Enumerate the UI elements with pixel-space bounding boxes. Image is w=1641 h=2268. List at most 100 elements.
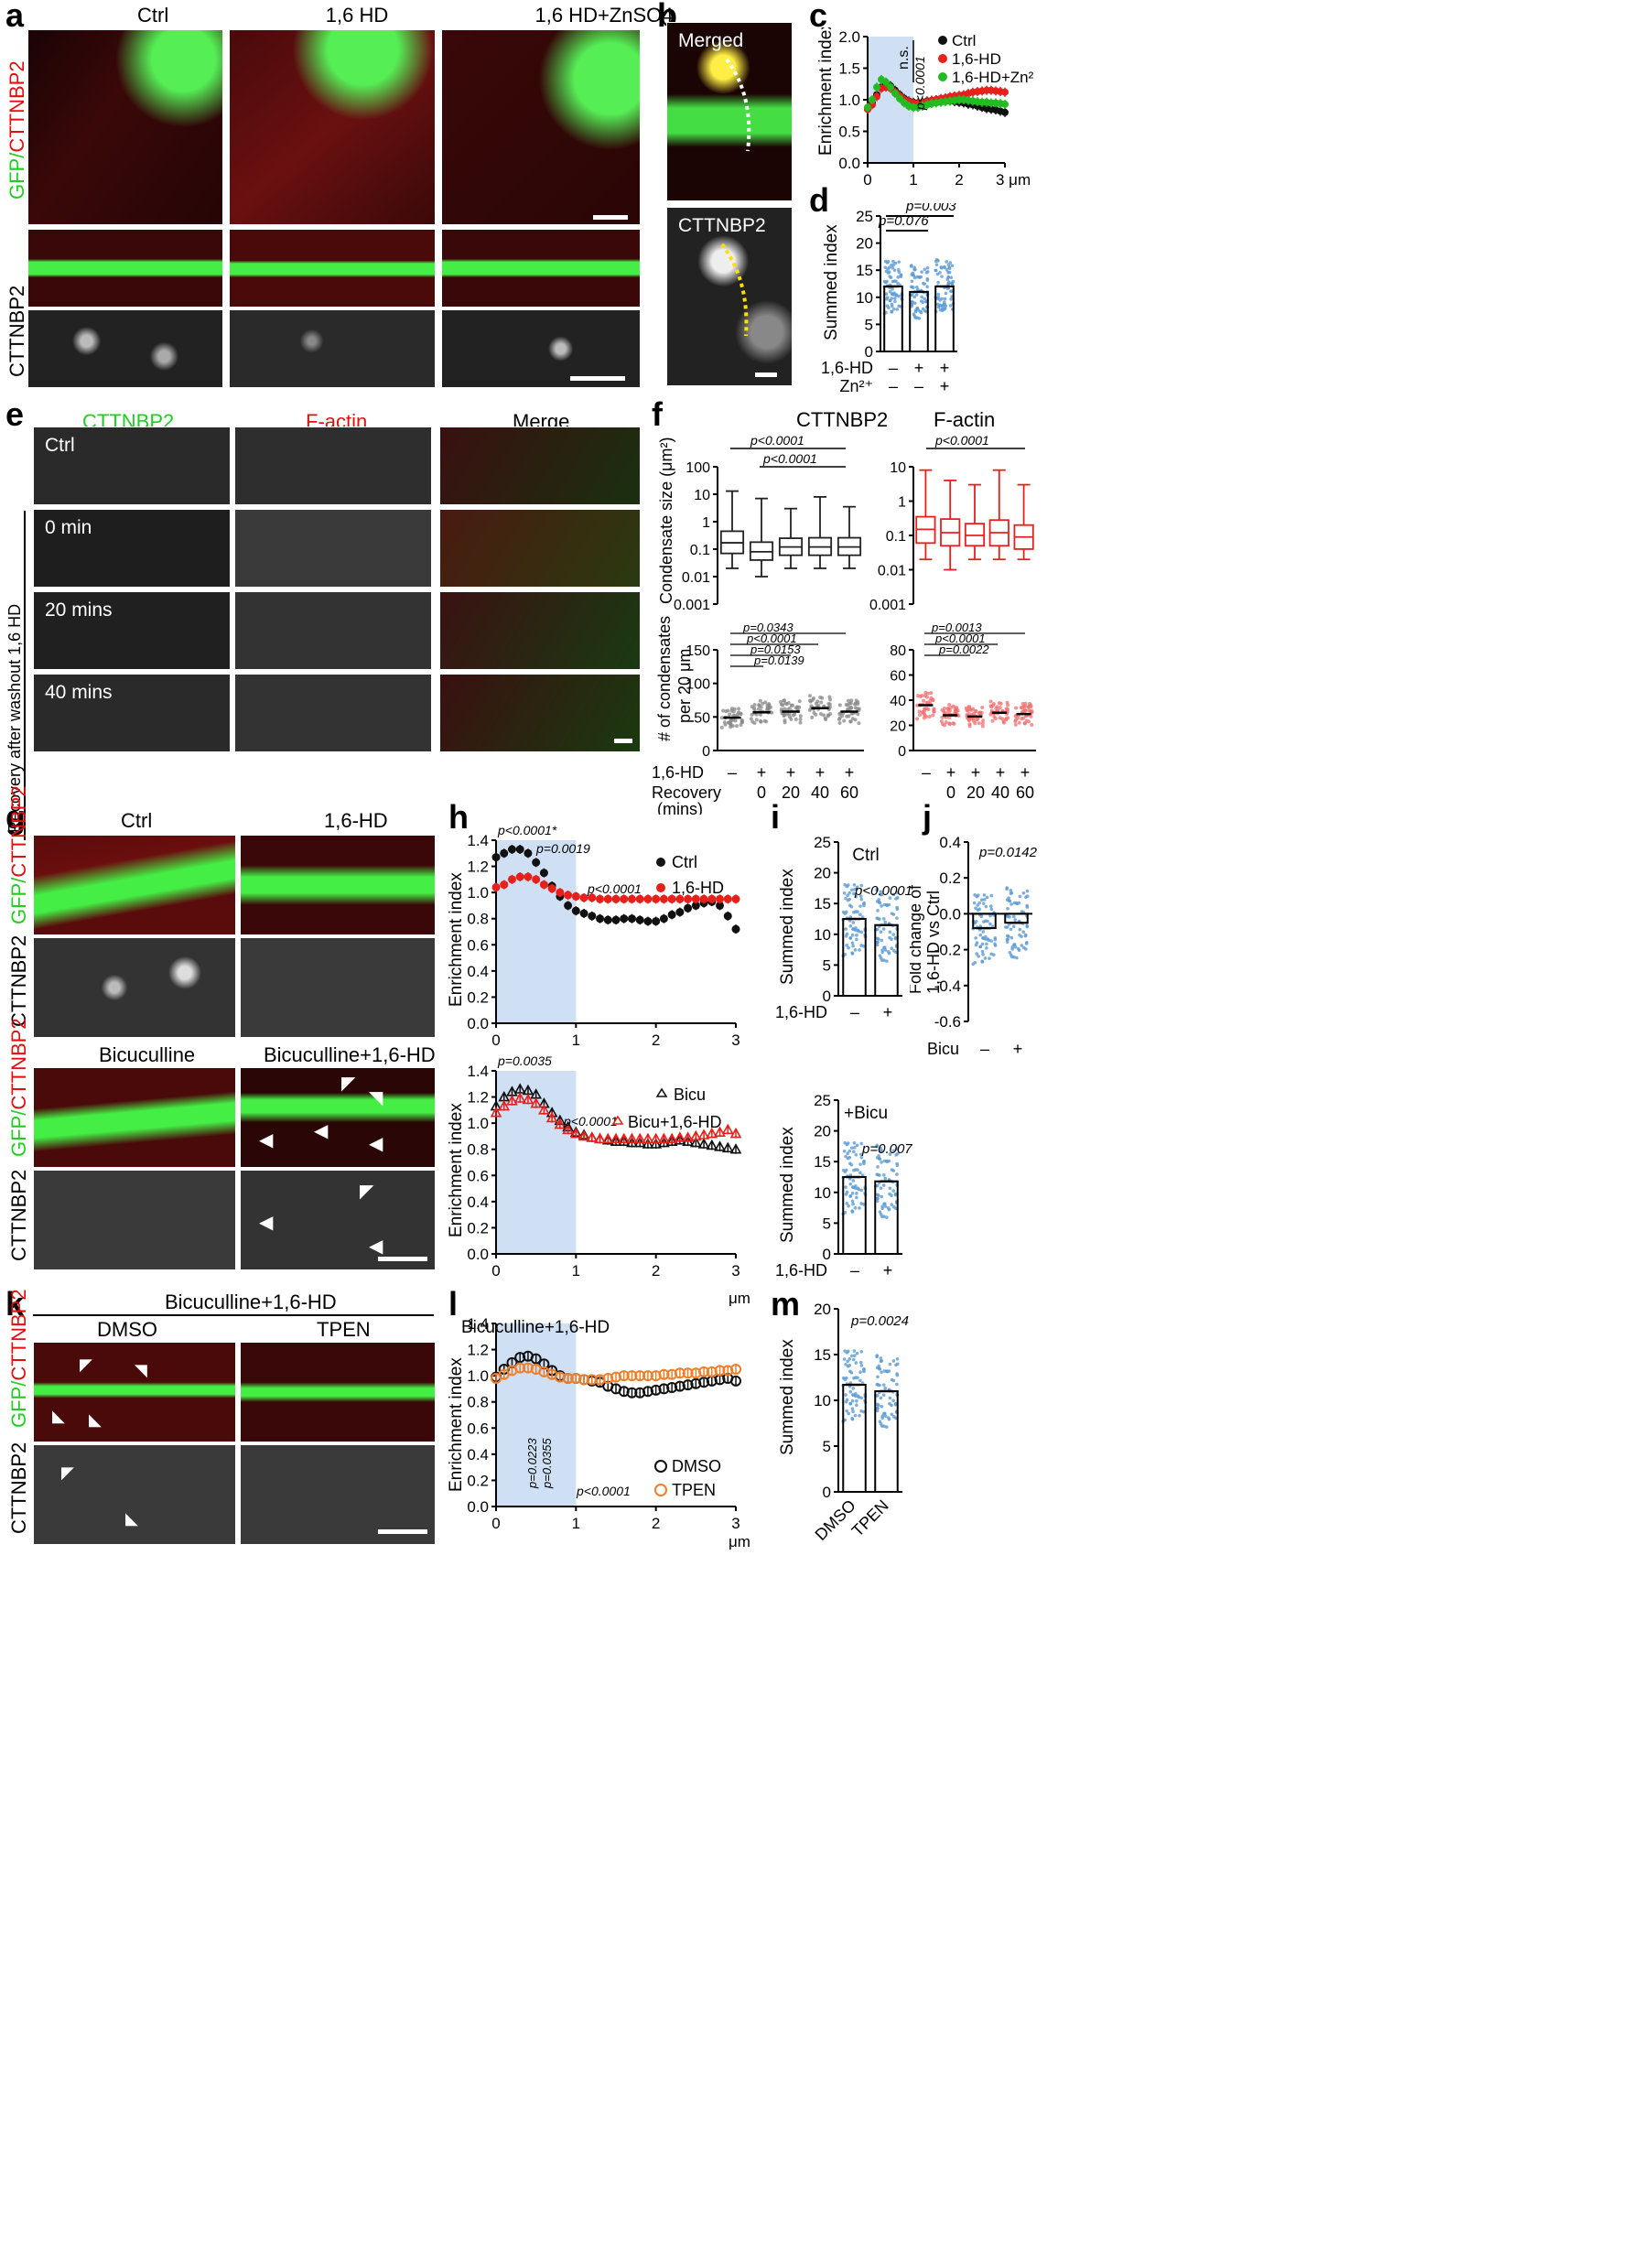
data-point xyxy=(716,901,725,910)
data-point xyxy=(783,701,788,706)
data-point xyxy=(554,1371,566,1383)
row-value: + xyxy=(786,763,796,782)
data-point xyxy=(698,1377,710,1388)
data-point xyxy=(876,940,880,945)
data-point xyxy=(859,1141,864,1146)
data-point xyxy=(522,1093,534,1105)
data-point xyxy=(627,894,636,903)
data-point xyxy=(880,950,884,955)
data-point xyxy=(626,1132,638,1144)
data-point xyxy=(858,1360,863,1365)
data-point xyxy=(985,942,988,946)
data-point xyxy=(876,1375,880,1379)
data-point xyxy=(740,718,744,723)
data-point xyxy=(843,1140,847,1145)
panel-e-image: 0 min xyxy=(33,509,231,588)
data-point xyxy=(1018,927,1022,932)
data-point xyxy=(854,894,858,899)
data-point xyxy=(603,915,612,924)
data-point xyxy=(847,1204,850,1208)
data-point xyxy=(586,1374,598,1386)
data-point xyxy=(809,704,814,708)
data-point xyxy=(666,1382,678,1393)
data-point xyxy=(946,270,950,275)
row-label: Bicu xyxy=(927,1040,959,1058)
data-point xyxy=(844,1362,847,1366)
data-point xyxy=(985,946,988,950)
data-point xyxy=(891,1189,895,1193)
data-point xyxy=(626,1370,638,1382)
y-tick-label: 20 xyxy=(814,1301,831,1318)
data-point xyxy=(920,295,923,299)
data-point xyxy=(850,1209,854,1213)
x-tick-label: 3 xyxy=(731,1515,740,1532)
arrowhead-icon: ◣ xyxy=(52,1407,65,1425)
legend-marker xyxy=(656,858,665,867)
data-point xyxy=(841,1376,846,1380)
data-point xyxy=(824,718,828,722)
data-point xyxy=(862,1159,866,1163)
data-point xyxy=(896,94,903,103)
data-point xyxy=(895,1163,900,1168)
data-point xyxy=(513,1092,526,1103)
panel-a-image-16hdzn xyxy=(441,29,641,225)
data-point xyxy=(820,696,825,700)
data-point xyxy=(761,701,765,706)
data-point xyxy=(895,916,899,920)
data-point xyxy=(853,706,858,710)
p-value: p<0.0001 xyxy=(762,451,817,466)
data-point xyxy=(752,721,757,726)
data-point xyxy=(706,1366,718,1377)
data-point xyxy=(674,1131,686,1142)
data-point xyxy=(877,1154,880,1158)
row-value: + xyxy=(815,763,826,782)
row-label: Recovery xyxy=(652,783,721,802)
y-tick-label: 0.8 xyxy=(467,1394,489,1411)
data-point xyxy=(862,901,866,905)
data-point xyxy=(891,1169,896,1172)
data-point xyxy=(498,1099,511,1111)
p-value: p=0.076 xyxy=(878,213,929,229)
data-point xyxy=(855,1399,858,1403)
y-tick-label: 1.2 xyxy=(467,1089,489,1107)
data-point xyxy=(530,1097,543,1108)
data-point xyxy=(879,930,883,934)
y-tick-label: 1.0 xyxy=(838,92,860,109)
data-point xyxy=(989,893,994,898)
data-point xyxy=(897,268,901,272)
row-value: + xyxy=(940,377,950,395)
data-point xyxy=(915,703,920,707)
p-value: p<0.0001 xyxy=(750,433,804,448)
data-point xyxy=(950,264,955,268)
data-point xyxy=(1025,923,1029,928)
data-point xyxy=(697,1129,710,1139)
panel-g-bicu-gray xyxy=(33,1170,236,1270)
data-point xyxy=(879,1186,883,1190)
data-point xyxy=(979,898,984,902)
data-point xyxy=(847,1155,851,1160)
p-value: p<0.0001 xyxy=(934,632,986,645)
data-point xyxy=(910,304,913,308)
arrowhead-icon: ◥ xyxy=(135,1361,147,1379)
data-point xyxy=(954,708,958,713)
panel-a-col-16hdzn: 1,6 HD+ZnSO4 xyxy=(534,4,674,27)
row-label: 1,6-HD xyxy=(775,1261,827,1280)
data-point xyxy=(610,1135,622,1146)
data-point xyxy=(923,694,927,698)
gfp-label: GFP/ xyxy=(7,1109,30,1157)
data-point xyxy=(993,944,998,947)
row-value: 40 xyxy=(811,783,829,802)
data-point xyxy=(554,1118,567,1129)
data-point xyxy=(1005,707,1009,711)
data-point xyxy=(855,1143,859,1148)
data-point xyxy=(876,1165,880,1169)
data-point xyxy=(1011,914,1016,919)
data-point xyxy=(855,1351,859,1355)
data-point xyxy=(998,706,1002,710)
data-point xyxy=(666,1368,678,1380)
data-point xyxy=(706,1139,718,1150)
data-point xyxy=(922,709,926,714)
data-point xyxy=(989,952,993,956)
panel-f-title-left: CTTNBP2 xyxy=(796,408,889,431)
data-point xyxy=(888,1192,891,1196)
